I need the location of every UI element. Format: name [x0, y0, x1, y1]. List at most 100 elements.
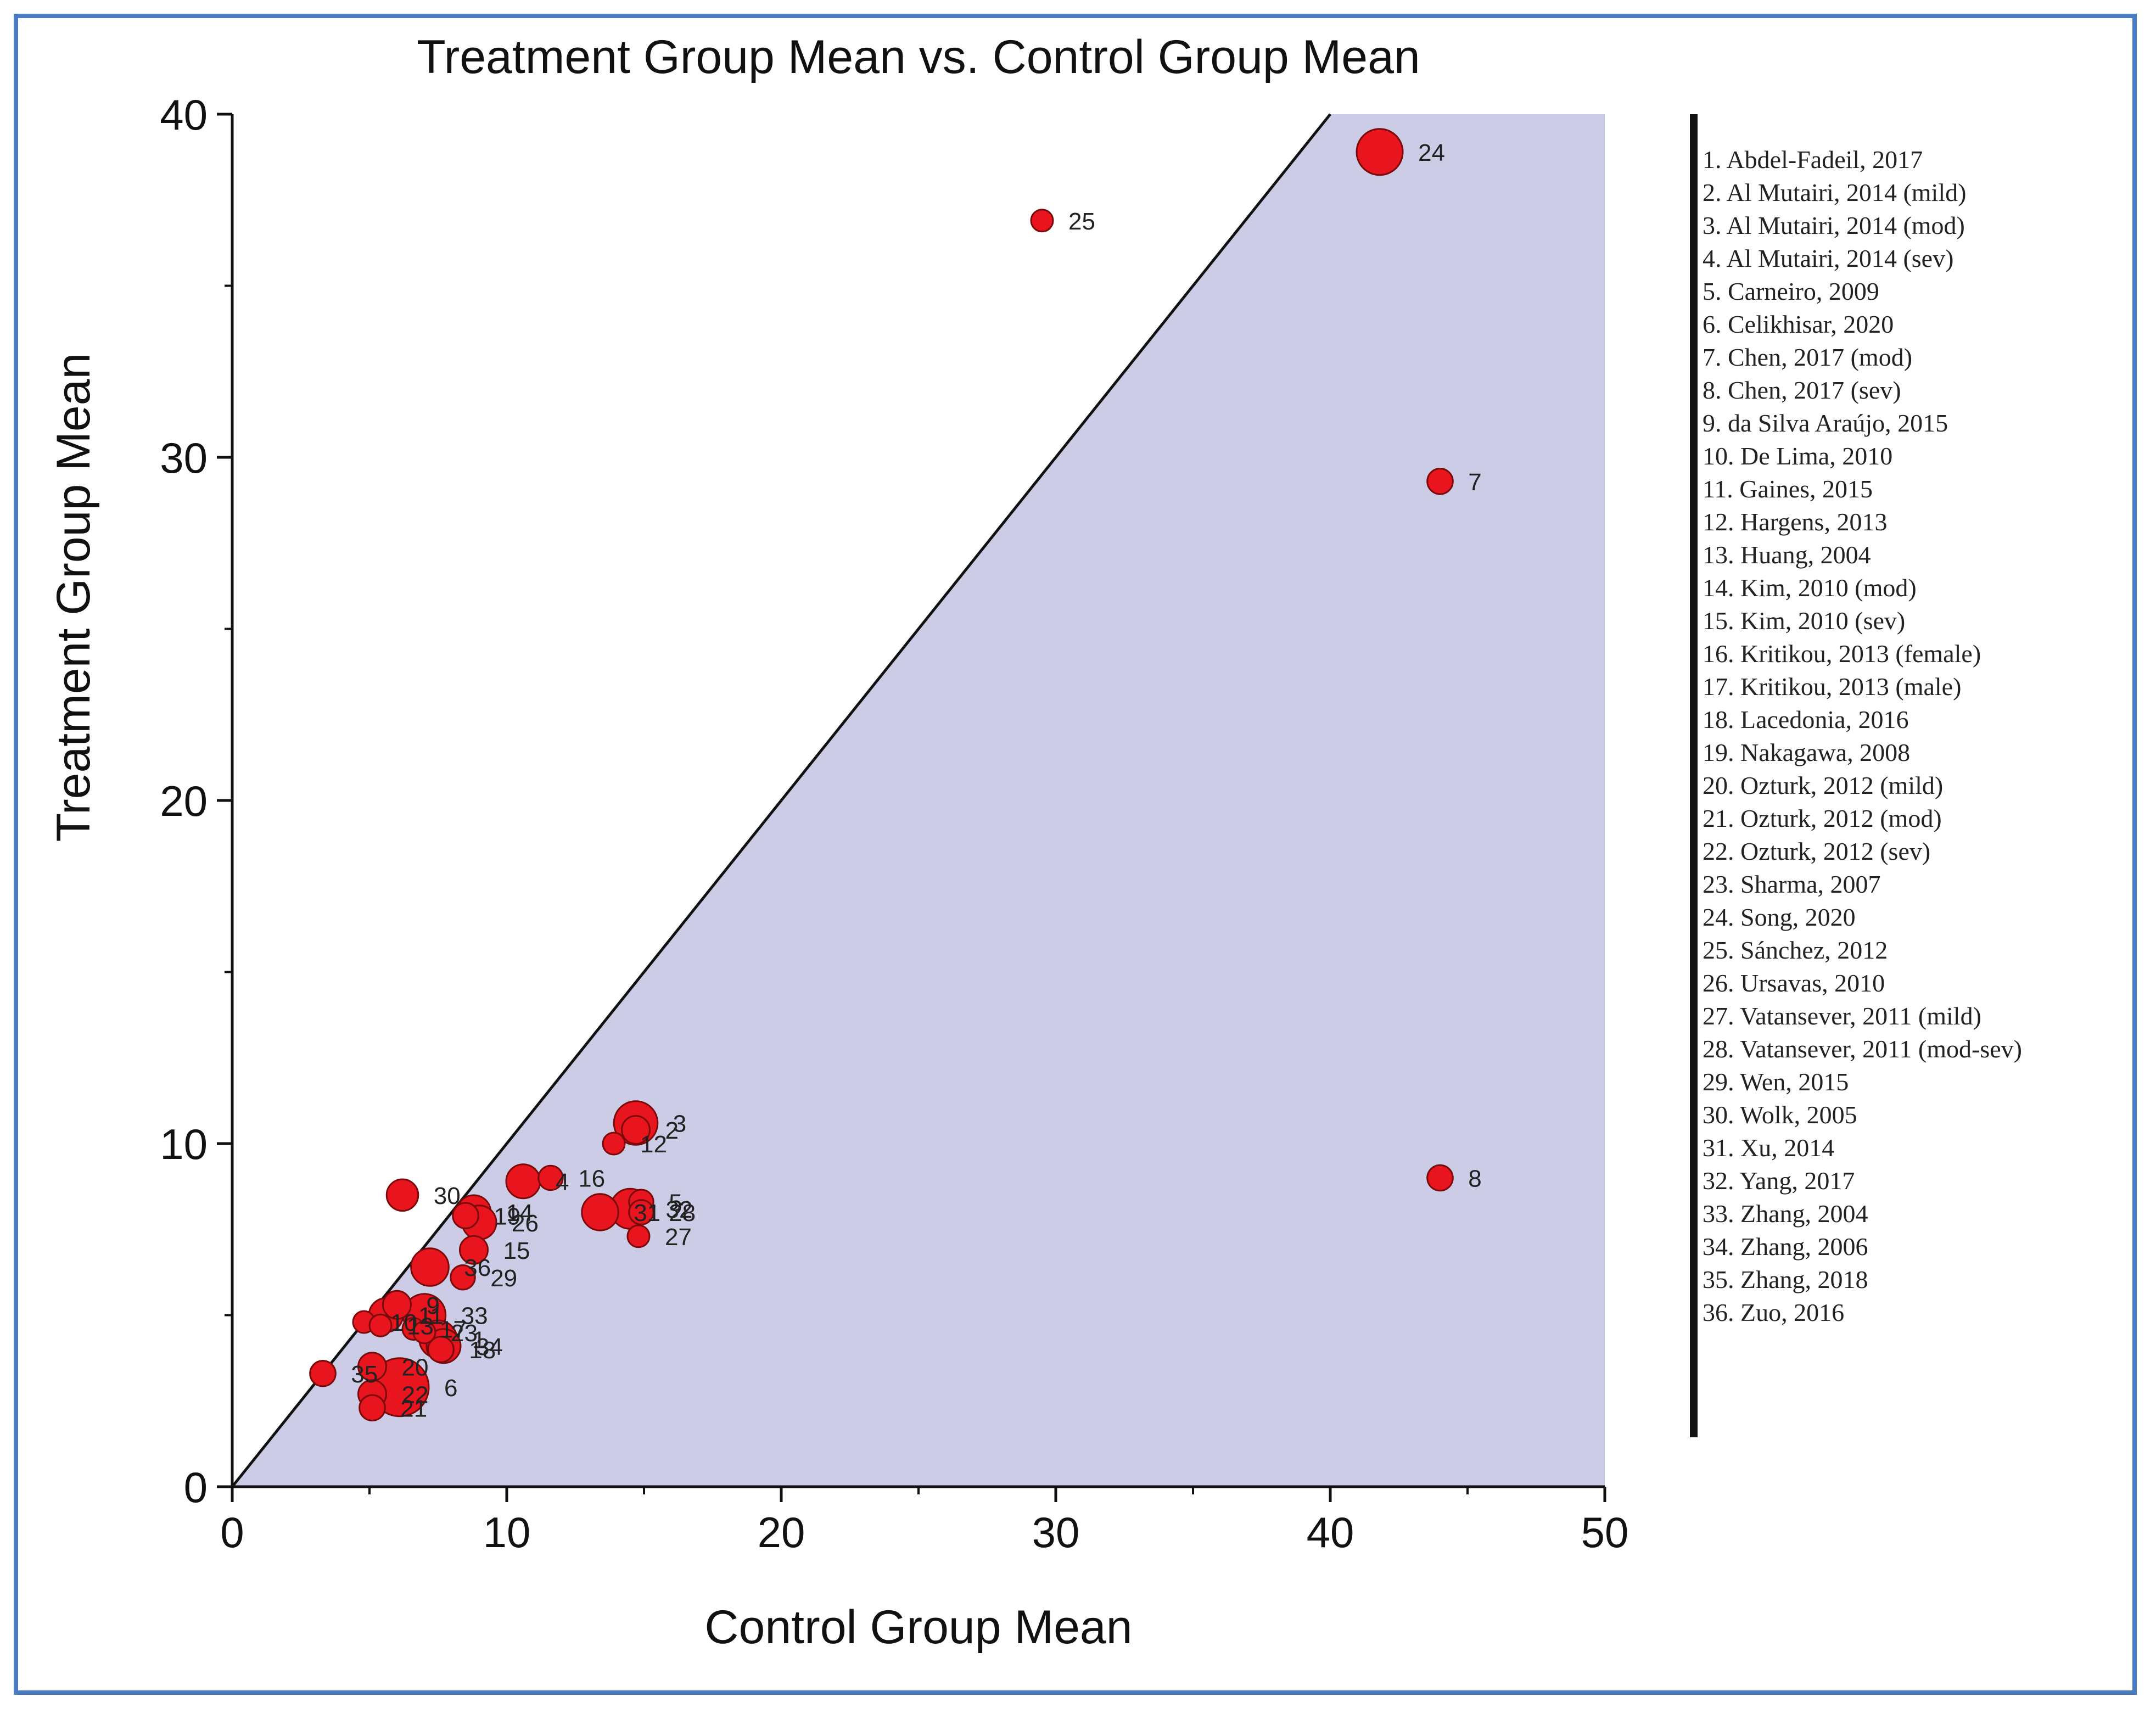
point-label-5: 5 — [669, 1189, 682, 1216]
data-point-19 — [452, 1202, 479, 1230]
point-label-33: 33 — [461, 1303, 488, 1330]
data-point-9 — [382, 1290, 412, 1320]
legend-item: 5. Carneiro, 2009 — [1703, 277, 1879, 305]
point-label-3: 3 — [673, 1111, 686, 1138]
data-point-16 — [537, 1164, 564, 1191]
legend-item: 10. De Lima, 2010 — [1703, 442, 1893, 470]
legend-item: 32. Yang, 2017 — [1703, 1167, 1855, 1195]
legend-item: 19. Nakagawa, 2008 — [1703, 738, 1911, 766]
legend-item: 8. Chen, 2017 (sev) — [1703, 376, 1901, 404]
legend-item: 23. Sharma, 2007 — [1703, 870, 1881, 898]
data-point-35 — [309, 1359, 337, 1387]
y-tick-label: 30 — [160, 434, 208, 482]
data-point-7 — [1426, 467, 1454, 495]
legend-item: 12. Hargens, 2013 — [1703, 508, 1888, 536]
point-label-22: 22 — [402, 1381, 429, 1408]
legend: 1. Abdel-Fadeil, 2017 2. Al Mutairi, 2014… — [1703, 143, 2120, 1329]
axes-layer: 0 10 20 30 40 50 0 10 20 30 40 — [160, 91, 1628, 1556]
point-label-2: 2 — [665, 1117, 679, 1144]
legend-item: 1. Abdel-Fadeil, 2017 — [1703, 145, 1923, 173]
figure-frame: 0 10 20 30 40 50 0 10 20 30 40 24 25 7 8 3 2 12 4 16 30 5 32 3… — [14, 14, 2137, 1695]
point-label-17: 17 — [440, 1317, 467, 1343]
legend-item: 22. Ozturk, 2012 (sev) — [1703, 837, 1931, 865]
x-tick-label: 20 — [758, 1508, 805, 1556]
point-label-7: 7 — [1468, 469, 1481, 496]
point-label-1: 1 — [472, 1326, 485, 1353]
legend-item: 4. Al Mutairi, 2014 (sev) — [1703, 244, 1954, 272]
x-tick-label: 0 — [220, 1508, 244, 1556]
points-layer — [309, 128, 1454, 1422]
point-label-24: 24 — [1418, 139, 1445, 166]
legend-item: 21. Ozturk, 2012 (mod) — [1703, 804, 1942, 832]
point-label-12: 12 — [640, 1131, 667, 1158]
data-point-29 — [450, 1264, 476, 1291]
point-label-23: 23 — [451, 1320, 478, 1347]
legend-item: 9. da Silva Araújo, 2015 — [1703, 409, 1948, 437]
point-label-4: 4 — [556, 1169, 569, 1196]
legend-item: 14. Kim, 2010 (mod) — [1703, 574, 1917, 602]
point-label-16: 16 — [578, 1166, 605, 1192]
data-point-31 — [581, 1193, 619, 1231]
legend-item: 34. Zhang, 2006 — [1703, 1233, 1868, 1261]
x-tick-label: 10 — [483, 1508, 531, 1556]
data-point-36 — [410, 1247, 450, 1287]
point-label-8: 8 — [1468, 1166, 1481, 1192]
point-label-21: 21 — [400, 1395, 427, 1422]
point-label-32: 32 — [666, 1196, 693, 1223]
legend-divider-bar — [1690, 114, 1698, 1437]
legend-item: 25. Sánchez, 2012 — [1703, 936, 1888, 964]
x-axis-label: Control Group Mean — [704, 1601, 1132, 1654]
point-label-36: 36 — [464, 1254, 491, 1281]
legend-item: 13. Huang, 2004 — [1703, 541, 1871, 569]
data-point-30 — [385, 1178, 419, 1212]
legend-item: 11. Gaines, 2015 — [1703, 475, 1873, 503]
legend-item: 29. Wen, 2015 — [1703, 1068, 1849, 1096]
point-label-31: 31 — [634, 1200, 660, 1226]
data-point-12 — [602, 1132, 626, 1156]
data-point-2 — [621, 1115, 651, 1145]
point-label-35: 35 — [351, 1361, 378, 1388]
point-label-34: 34 — [476, 1334, 503, 1360]
legend-item: 18. Lacedonia, 2016 — [1703, 705, 1909, 733]
chart-title: Treatment Group Mean vs. Control Group M… — [417, 31, 1420, 83]
data-point-18 — [427, 1336, 455, 1363]
point-label-18: 18 — [469, 1337, 496, 1364]
shaded-region — [232, 114, 1605, 1487]
y-tick-label: 0 — [184, 1463, 208, 1511]
legend-item: 6. Celikhisar, 2020 — [1703, 310, 1894, 338]
y-tick-label: 40 — [160, 91, 208, 139]
legend-item: 33. Zhang, 2004 — [1703, 1200, 1868, 1228]
point-label-28: 28 — [669, 1200, 696, 1226]
shaded-region-layer — [232, 114, 1605, 1487]
data-point-15 — [459, 1235, 489, 1265]
legend-item: 28. Vatansever, 2011 (mod-sev) — [1703, 1035, 2022, 1063]
x-tick-label: 50 — [1581, 1508, 1629, 1556]
y-tick-label: 10 — [160, 1120, 208, 1168]
legend-item: 27. Vatansever, 2011 (mild) — [1703, 1002, 1981, 1030]
legend-item: 24. Song, 2020 — [1703, 903, 1856, 931]
point-label-14: 14 — [506, 1200, 533, 1226]
legend-item: 30. Wolk, 2005 — [1703, 1101, 1857, 1129]
legend-item: 26. Ursavas, 2010 — [1703, 969, 1885, 997]
point-label-25: 25 — [1068, 208, 1095, 235]
legend-item: 2. Al Mutairi, 2014 (mild) — [1703, 178, 1967, 206]
legend-item: 16. Kritikou, 2013 (female) — [1703, 640, 1981, 668]
legend-item: 15. Kim, 2010 (sev) — [1703, 607, 1906, 635]
point-label-26: 26 — [512, 1210, 539, 1237]
point-label-27: 27 — [665, 1224, 692, 1251]
legend-item: 3. Al Mutairi, 2014 (mod) — [1703, 211, 1965, 239]
x-tick-label: 30 — [1032, 1508, 1080, 1556]
data-point-4 — [505, 1163, 541, 1200]
point-label-19: 19 — [494, 1203, 520, 1230]
data-point-27 — [626, 1224, 651, 1248]
data-point-23 — [412, 1320, 436, 1345]
legend-item: 17. Kritikou, 2013 (male) — [1703, 673, 1962, 701]
point-label-30: 30 — [434, 1183, 461, 1209]
legend-item: 20. Ozturk, 2012 (mild) — [1703, 771, 1944, 799]
point-label-20: 20 — [402, 1354, 429, 1381]
data-point-13 — [368, 1313, 393, 1337]
y-tick-label: 20 — [160, 777, 208, 825]
legend-item: 36. Zuo, 2016 — [1703, 1298, 1845, 1326]
